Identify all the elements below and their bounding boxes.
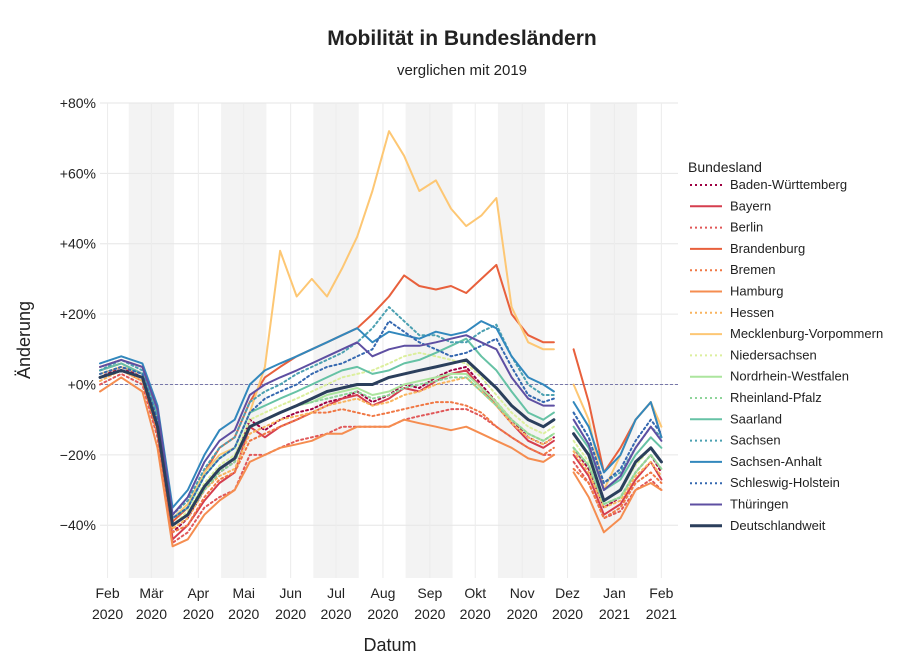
series-line-schleswig-holstein [99, 320, 663, 520]
legend-label-sachsen: Sachsen [730, 433, 781, 448]
legend-label-thuringen: Thüringen [730, 497, 789, 512]
legend-label-rheinland-pfalz: Rheinland-Pfalz [730, 390, 822, 405]
series-line-sachsen-anhalt [99, 320, 663, 509]
y-tick-label-2: +40% [60, 236, 96, 252]
legend-label-schleswig-holstein: Schleswig-Holstein [730, 475, 840, 490]
x-tick-year-9: 2020 [507, 606, 538, 622]
x-tick-year-3: 2020 [228, 606, 259, 622]
x-tick-month-10: Dez [555, 585, 580, 601]
chart-title: Mobilität in Bundesländern [327, 27, 597, 50]
y-tick-label-4: +0% [68, 376, 96, 392]
y-tick-label-0: +80% [60, 95, 96, 111]
x-tick-labels: Feb 2020 Mär 2020 Apr 2020 Mai 2020 Jun 2020 Jul 20… [92, 585, 677, 622]
x-tick-month-12: Feb [649, 585, 673, 601]
x-tick-year-12: 2021 [646, 606, 677, 622]
legend-label-berlin: Berlin [730, 220, 763, 235]
series-line-hamburg [99, 376, 663, 548]
y-axis-title: Änderung [14, 301, 34, 379]
y-tick-labels: +80% +60% +40% +20% +0% −20% −40% [60, 95, 96, 533]
x-tick-year-10: 2020 [552, 606, 583, 622]
series-line-thuringen [99, 334, 663, 516]
x-tick-year-2: 2020 [183, 606, 214, 622]
series-line-bremen [99, 369, 663, 534]
x-tick-year-0: 2020 [92, 606, 123, 622]
x-tick-month-9: Nov [510, 585, 535, 601]
x-tick-month-11: Jan [603, 585, 626, 601]
series-line-hessen [99, 369, 663, 530]
legend-label-sachsen-anhalt: Sachsen-Anhalt [730, 454, 822, 469]
x-tick-month-0: Feb [96, 585, 120, 601]
y-tick-label-1: +60% [60, 165, 96, 181]
x-axis-title: Datum [363, 635, 416, 655]
legend-label-niedersachsen: Niedersachsen [730, 347, 817, 362]
legend-label-baden-wurttemberg: Baden-Württemberg [730, 177, 847, 192]
x-tick-month-4: Jun [279, 585, 302, 601]
x-tick-month-3: Mai [232, 585, 255, 601]
chart-subtitle: verglichen mit 2019 [397, 62, 527, 79]
series-line-saarland [99, 337, 663, 520]
series-line-deutschlandweit [98, 358, 663, 527]
legend-label-bremen: Bremen [730, 262, 776, 277]
y-tick-label-5: −20% [60, 447, 96, 463]
x-tick-month-7: Sep [417, 585, 442, 601]
month-band-5 [590, 103, 638, 578]
x-tick-year-4: 2020 [275, 606, 306, 622]
x-tick-month-2: Apr [187, 585, 209, 601]
x-tick-year-5: 2020 [320, 606, 351, 622]
x-tick-year-7: 2020 [414, 606, 445, 622]
x-tick-year-11: 2021 [599, 606, 630, 622]
month-band-4 [497, 103, 545, 578]
legend-label-brandenburg: Brandenburg [730, 241, 805, 256]
series-line-sachsen [99, 306, 663, 516]
legend-label-nordrhein-westfalen: Nordrhein-Westfalen [730, 369, 849, 384]
legend-label-hamburg: Hamburg [730, 284, 783, 299]
x-tick-year-6: 2020 [367, 606, 398, 622]
legend: Bundesland Baden-Württemberg Bayern Berlin… [688, 159, 883, 533]
legend-label-mecklenburg-vorpommern: Mecklenburg-Vorpommern [730, 326, 883, 341]
legend-label-hessen: Hessen [730, 305, 774, 320]
x-tick-month-8: Okt [464, 585, 486, 601]
month-shading-group [128, 103, 638, 578]
x-tick-month-6: Aug [370, 585, 395, 601]
legend-label-bayern: Bayern [730, 198, 771, 213]
x-tick-year-8: 2020 [460, 606, 491, 622]
y-tick-label-3: +20% [60, 306, 96, 322]
x-tick-year-1: 2020 [136, 606, 167, 622]
legend-title: Bundesland [688, 159, 762, 175]
legend-label-saarland: Saarland [730, 411, 782, 426]
legend-label-deutschlandweit: Deutschlandweit [730, 518, 826, 533]
series-lines-group [98, 130, 663, 548]
x-tick-month-5: Jul [327, 585, 345, 601]
x-tick-month-1: Mär [139, 585, 163, 601]
y-tick-label-6: −40% [60, 517, 96, 533]
